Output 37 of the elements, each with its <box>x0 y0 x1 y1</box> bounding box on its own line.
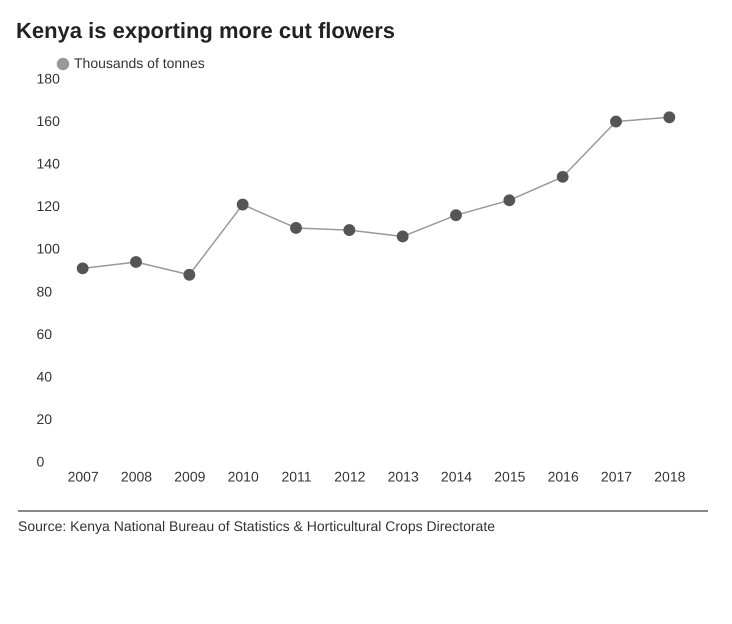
point <box>236 198 249 210</box>
y-tick-label: 20 <box>36 410 52 427</box>
point <box>76 262 89 274</box>
x-tick-label: 2011 <box>281 468 312 484</box>
x-tick-label: 2010 <box>228 468 259 484</box>
y-tick-label: 160 <box>36 113 60 130</box>
y-tick-label: 60 <box>36 326 52 342</box>
y-tick-label: 180 <box>36 70 60 86</box>
source-note: Source: Kenya National Bureau of Statistics & Horticultural Crops Directorate <box>18 510 708 534</box>
point <box>290 222 302 234</box>
y-tick-label: 100 <box>36 240 60 257</box>
y-tick-label: 140 <box>36 156 60 172</box>
point <box>130 256 142 268</box>
legend-label: Thousands of tonnes <box>74 55 205 71</box>
y-tick-label: 120 <box>36 198 60 214</box>
x-tick-label: 2012 <box>334 468 366 484</box>
y-tick-label: 80 <box>36 283 52 300</box>
x-tick-label: 2007 <box>68 468 99 484</box>
x-tick-label: 2014 <box>440 468 472 484</box>
x-tick-label: 2017 <box>600 468 632 484</box>
y-tick-label: 0 <box>36 454 44 470</box>
x-tick-label: 2013 <box>388 468 419 484</box>
point <box>450 209 462 222</box>
x-tick-label: 2015 <box>494 468 526 484</box>
x-tick-label: 2018 <box>654 468 686 484</box>
point <box>396 230 409 242</box>
point <box>503 194 516 206</box>
chart-title: Kenya is exporting more cut flowers <box>16 18 395 43</box>
x-tick-label: 2008 <box>120 468 152 484</box>
y-tick-label: 40 <box>36 368 52 384</box>
x-tick-label: 2009 <box>174 468 206 484</box>
point <box>610 116 622 128</box>
x-tick-label: 2016 <box>548 468 579 484</box>
point <box>556 170 569 183</box>
point <box>183 268 196 281</box>
point <box>663 111 676 124</box>
point <box>343 224 356 236</box>
